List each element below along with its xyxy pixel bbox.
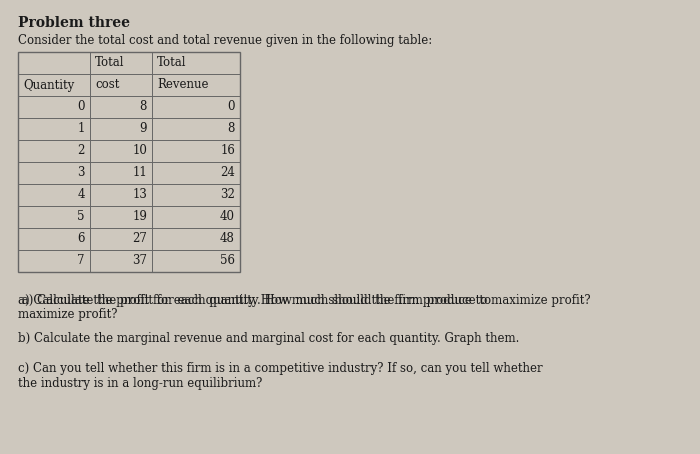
Text: 48: 48 [220,232,235,246]
Bar [18,52,240,272]
Text: b) Calculate the marginal revenue and marginal cost for each quantity. Graph the: b) Calculate the marginal revenue and ma… [18,332,519,345]
Text: 56: 56 [220,255,235,267]
Text: 8: 8 [228,123,235,135]
Text: Quantity: Quantity [23,79,74,92]
Text: a) Calculate the profit for each quantity. How much should the firm produce to m: a) Calculate the profit for each quantit… [18,294,591,307]
Text: 37: 37 [132,255,147,267]
Text: 11: 11 [132,167,147,179]
Text: 27: 27 [132,232,147,246]
Text: 16: 16 [220,144,235,158]
Text: 8: 8 [139,100,147,114]
Text: 0: 0 [78,100,85,114]
Text: Consider the total cost and total revenue given in the following table:: Consider the total cost and total revenu… [18,34,433,47]
Text: 5: 5 [78,211,85,223]
Text: 13: 13 [132,188,147,202]
Text: 19: 19 [132,211,147,223]
Text: 2: 2 [78,144,85,158]
Text: c) Can you tell whether this firm is in a competitive industry? If so, can you t: c) Can you tell whether this firm is in … [18,362,542,390]
Text: a) Calculate the profit for each quantity. How much should the firm produce to: a) Calculate the profit for each quantit… [18,294,491,307]
Text: 32: 32 [220,188,235,202]
Text: 40: 40 [220,211,235,223]
Text: 6: 6 [78,232,85,246]
Text: cost: cost [95,79,120,92]
Text: 24: 24 [220,167,235,179]
Text: 9: 9 [139,123,147,135]
Text: Problem three: Problem three [18,16,130,30]
Text: Total: Total [95,56,125,69]
Text: 1: 1 [78,123,85,135]
Text: 10: 10 [132,144,147,158]
Text: 4: 4 [78,188,85,202]
Text: 7: 7 [78,255,85,267]
Text: 0: 0 [228,100,235,114]
Text: maximize profit?: maximize profit? [18,308,118,321]
Text: Total: Total [157,56,186,69]
Text: Revenue: Revenue [157,79,209,92]
Text: 3: 3 [78,167,85,179]
